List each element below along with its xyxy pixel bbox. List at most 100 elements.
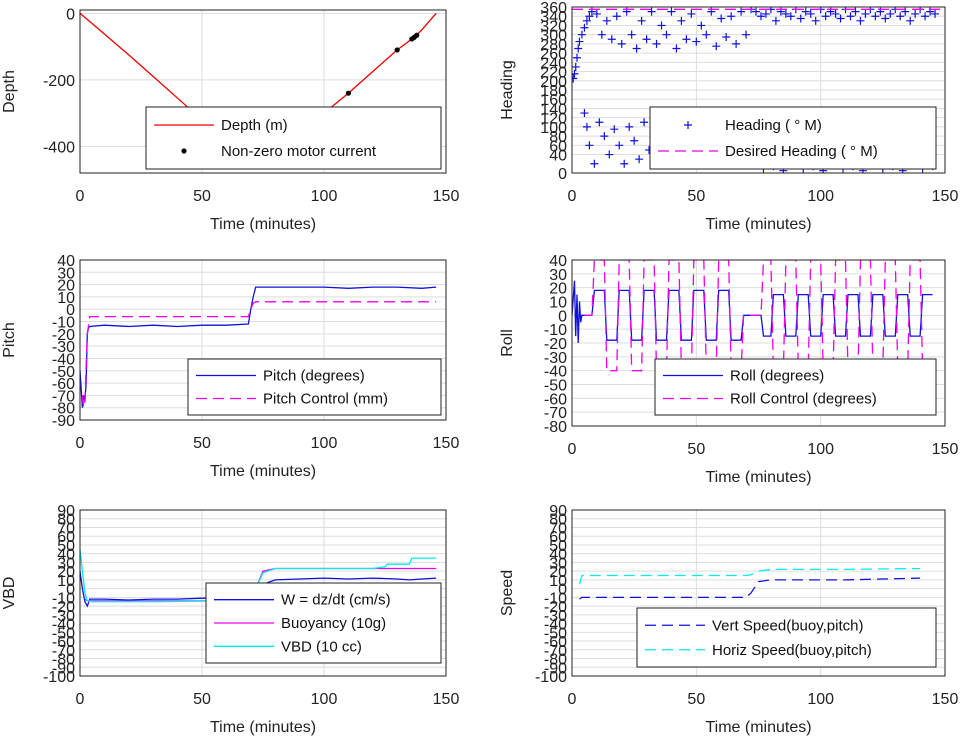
x-tick-label: 50 <box>193 691 211 708</box>
data-point <box>856 16 865 25</box>
y-tick-label: 280 <box>540 37 567 54</box>
x-tick-label: 100 <box>311 691 338 708</box>
x-tick-label: 150 <box>932 441 959 458</box>
data-point <box>635 155 644 164</box>
y-tick-label: 40 <box>549 253 567 270</box>
legend: W = dz/dt (cm/s) Buoyancy (10g) VBD (10 cc… <box>205 582 442 664</box>
series-group <box>578 567 921 600</box>
y-axis-label: Speed <box>499 570 516 616</box>
x-tick-label: 100 <box>807 441 834 458</box>
data-point <box>572 74 578 83</box>
data-point <box>617 39 626 48</box>
series-group <box>80 286 437 408</box>
data-point <box>590 159 599 168</box>
legend-swatch <box>181 148 187 154</box>
x-tick-label: 50 <box>687 188 705 205</box>
data-point <box>585 141 594 150</box>
y-tick-label: 80 <box>549 512 567 529</box>
y-tick-label: -80 <box>52 652 75 669</box>
y-tick-label: 60 <box>549 138 567 155</box>
data-point <box>414 32 420 38</box>
y-tick-label: 160 <box>540 92 567 109</box>
x-tick-label: 0 <box>568 691 577 708</box>
y-axis-label: Depth <box>1 70 18 113</box>
y-tick-label: -40 <box>52 617 75 634</box>
x-axis-label: Time (minutes) <box>705 719 811 736</box>
x-tick-label: 100 <box>807 188 834 205</box>
data-point <box>640 118 649 127</box>
x-axis-label: Time (minutes) <box>705 469 811 486</box>
series-2-line <box>584 260 933 372</box>
y-tick-label: -70 <box>544 643 567 660</box>
y-tick-label: 30 <box>57 555 75 572</box>
x-tick-label: 0 <box>76 435 85 452</box>
data-point <box>572 69 579 78</box>
data-point <box>717 14 726 23</box>
y-tick-label: -90 <box>52 660 75 677</box>
legend: Pitch (degrees) Pitch Control (mm) <box>187 358 442 416</box>
data-point <box>687 9 696 18</box>
data-point <box>592 9 601 18</box>
y-tick-label: 60 <box>57 529 75 546</box>
y-tick-label: 10 <box>549 295 567 312</box>
y-tick-label: -60 <box>52 634 75 651</box>
data-point <box>615 141 624 150</box>
data-point <box>771 16 780 25</box>
data-point <box>692 37 701 46</box>
data-point <box>836 14 845 23</box>
y-tick-label: 360 <box>540 0 567 17</box>
x-tick-label: 100 <box>311 188 338 205</box>
data-point <box>846 12 855 21</box>
x-tick-label: 0 <box>568 188 577 205</box>
y-tick-label: -70 <box>544 405 567 422</box>
axes-box <box>79 259 447 421</box>
y-tick-label: 20 <box>57 278 75 295</box>
data-point <box>632 44 641 53</box>
y-tick-label: -30 <box>52 339 75 356</box>
series-group <box>572 260 933 372</box>
y-tick-label: 40 <box>57 253 75 270</box>
data-point <box>921 12 930 21</box>
chart-panel-2: 0 50 100 1500406080100120140160180200220240… <box>499 0 958 233</box>
x-axis-label: Time (minutes) <box>210 463 316 480</box>
y-tick-label: -30 <box>544 350 567 367</box>
data-point <box>881 14 890 23</box>
y-tick-label: -30 <box>52 608 75 625</box>
legend-label: Depth (m) <box>221 117 288 134</box>
y-tick-label: 0 <box>66 582 75 599</box>
y-tick-label: 10 <box>57 573 75 590</box>
y-tick-label: -20 <box>544 336 567 353</box>
y-tick-label: -100 <box>535 669 567 686</box>
legend-label: Pitch Control (mm) <box>263 391 388 408</box>
data-point <box>612 12 621 21</box>
y-tick-label: 0 <box>558 166 567 183</box>
series-1-line <box>579 577 921 600</box>
y-tick-label: -30 <box>544 608 567 625</box>
y-tick-label: -50 <box>52 625 75 642</box>
legend-label: Vert Speed(buoy,pitch) <box>712 617 863 634</box>
data-point <box>712 42 721 51</box>
data-point <box>625 122 634 131</box>
legend: Roll (degrees) Roll Control (degrees) <box>654 358 937 416</box>
y-tick-label: 40 <box>549 148 567 165</box>
y-tick-label: -50 <box>544 378 567 395</box>
legend-box <box>636 607 937 668</box>
data-point <box>737 7 746 16</box>
data-point <box>605 150 614 159</box>
legend: Heading ( ° M) Desired Heading ( ° M) <box>649 106 937 170</box>
data-point <box>672 44 681 53</box>
legend-box <box>187 358 442 416</box>
y-tick-label: 200 <box>540 74 567 91</box>
data-point <box>906 16 915 25</box>
y-tick-label: 300 <box>540 28 567 45</box>
series-1-line <box>572 280 933 344</box>
data-point <box>761 9 770 18</box>
data-point <box>657 21 666 30</box>
y-axis-label: Pitch <box>1 322 18 358</box>
data-point <box>697 21 706 30</box>
data-point <box>871 12 880 21</box>
y-tick-label: -80 <box>52 401 75 418</box>
y-tick-label: 340 <box>540 9 567 26</box>
chart-panel-6: 0 50 100 1509080706050403020100-10-20-30-40… <box>499 503 958 736</box>
